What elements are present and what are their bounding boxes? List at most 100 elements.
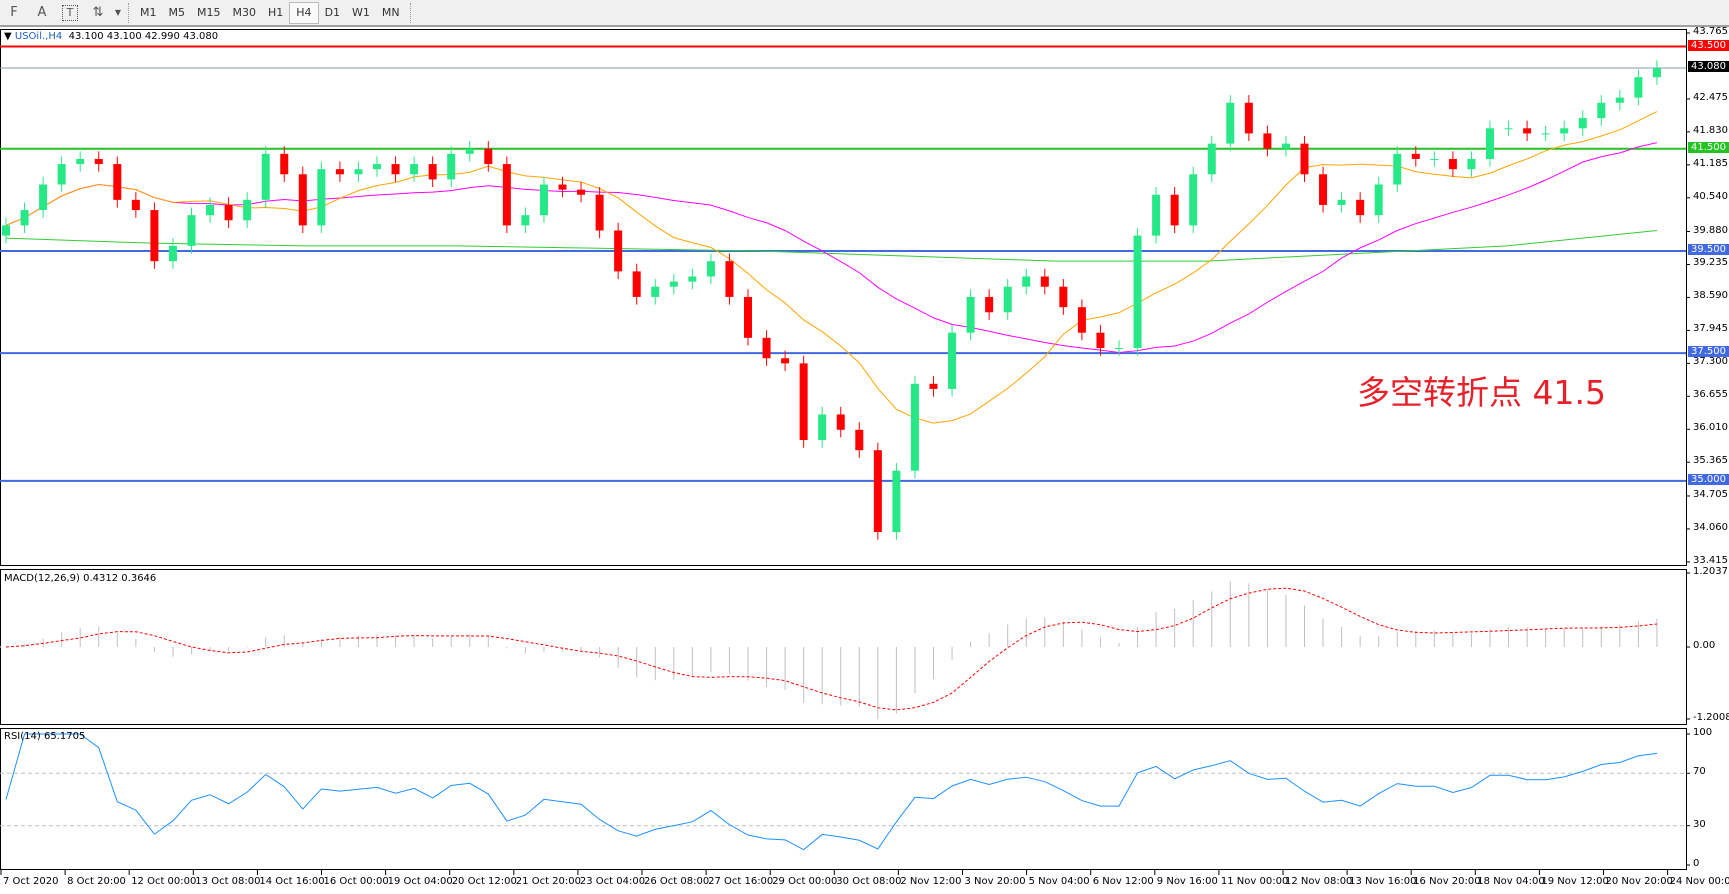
- price-tick-label: 33.415: [1693, 554, 1728, 566]
- timeframe-m5[interactable]: M5: [168, 6, 186, 19]
- rsi-pane: [0, 728, 1687, 870]
- rsi-scale-label: 100: [1693, 727, 1713, 738]
- bull-candle: [206, 204, 215, 216]
- rsi-line: [5, 733, 1658, 851]
- bear-candle: [1077, 307, 1086, 333]
- bear-candle: [799, 363, 808, 441]
- bull-candle: [521, 215, 530, 226]
- chevron-down-icon[interactable]: ▼: [114, 8, 122, 17]
- bull-candle: [1133, 235, 1142, 349]
- separator: [128, 2, 130, 23]
- bear-candle: [1448, 158, 1457, 170]
- timeframe-w1[interactable]: W1: [352, 6, 370, 19]
- bear-candle: [428, 164, 437, 180]
- bear-candle: [1263, 133, 1272, 149]
- time-label: 21 Oct 20:00: [515, 876, 581, 887]
- bear-candle: [1356, 199, 1365, 216]
- grid-f-icon[interactable]: F: [10, 5, 18, 20]
- bull-candle: [1022, 276, 1031, 287]
- bull-candle: [818, 414, 827, 441]
- bull-candle: [39, 184, 48, 211]
- price-tick-label: 43.765: [1693, 26, 1728, 37]
- price-tick-label: 39.235: [1693, 257, 1728, 269]
- bear-candle: [131, 199, 140, 211]
- bear-candle: [762, 337, 771, 359]
- collapse-triangle-icon[interactable]: ▼: [4, 31, 15, 42]
- bull-candle: [2, 225, 10, 236]
- timeframe-m30[interactable]: M30: [232, 6, 257, 19]
- ma-long-line: [5, 230, 1658, 262]
- text-label-icon[interactable]: T: [62, 4, 78, 21]
- time-label: 5 Nov 04:00: [1028, 876, 1090, 887]
- bull-candle: [1504, 128, 1513, 130]
- time-label: 8 Oct 20:00: [67, 876, 126, 887]
- bull-candle: [651, 286, 660, 297]
- level-label: 39.500: [1688, 243, 1729, 255]
- ma-fast-line: [5, 111, 1658, 424]
- bull-candle: [261, 153, 270, 200]
- ohlc-values: 43.100 43.100 42.990 43.080: [68, 31, 219, 42]
- bull-candle: [892, 470, 901, 532]
- time-label: 11 Nov 00:00: [1220, 876, 1289, 887]
- bull-candle: [317, 169, 326, 226]
- rsi-label: RSI(14) 65.1705: [4, 731, 86, 742]
- price-tick-label: 36.010: [1693, 422, 1728, 434]
- bear-candle: [1319, 174, 1328, 205]
- timeframe-m1[interactable]: M1: [140, 6, 157, 19]
- timeframe-mn[interactable]: MN: [381, 6, 400, 19]
- bear-candle: [744, 296, 752, 338]
- time-label: 27 Oct 16:00: [708, 876, 774, 887]
- bull-candle: [1597, 102, 1606, 119]
- bull-candle: [1115, 348, 1123, 350]
- chart-area[interactable]: [0, 29, 1729, 894]
- price-tick-label: 42.475: [1693, 91, 1728, 103]
- bear-candle: [391, 164, 400, 175]
- bear-candle: [94, 158, 103, 165]
- bear-candle: [335, 169, 344, 175]
- symbol-label: ▼ USOil.,H4 43.100 43.100 42.990 43.080: [4, 31, 218, 42]
- bull-candle: [76, 158, 85, 165]
- timeframe-d1[interactable]: D1: [324, 6, 341, 19]
- bull-candle: [410, 164, 419, 175]
- bull-candle: [1226, 102, 1235, 144]
- bull-candle: [706, 261, 715, 277]
- bull-candle: [1541, 133, 1550, 135]
- bull-candle: [1430, 158, 1439, 160]
- time-label: 26 Oct 08:00: [644, 876, 710, 887]
- time-label: 13 Oct 08:00: [195, 876, 261, 887]
- bear-candle: [280, 153, 289, 175]
- time-label: 20 Nov 20:00: [1605, 876, 1673, 887]
- text-tool-icon[interactable]: A: [37, 5, 47, 20]
- price-tick-label: 34.705: [1693, 488, 1728, 500]
- bear-candle: [484, 148, 493, 165]
- bear-candle: [985, 296, 994, 313]
- bull-candle: [354, 169, 363, 175]
- time-label: 7 Oct 2020: [3, 876, 59, 887]
- symbol: USOil.,H4: [14, 31, 63, 42]
- bull-candle: [1374, 184, 1383, 216]
- bear-candle: [781, 358, 790, 364]
- price-tick-label: 37.300: [1693, 356, 1728, 368]
- bear-candle: [298, 174, 307, 226]
- macd-signal-line: [5, 587, 1658, 711]
- arrows-tool-icon[interactable]: ⇅: [92, 5, 104, 20]
- bear-candle: [1059, 286, 1068, 308]
- bear-candle: [929, 383, 938, 389]
- bull-candle: [1634, 77, 1643, 98]
- timeframe-h1[interactable]: H1: [268, 6, 284, 19]
- macd-scale-label: -1.2008: [1693, 712, 1729, 723]
- bear-candle: [1300, 143, 1309, 175]
- bull-candle: [187, 215, 196, 246]
- bear-candle: [595, 194, 604, 231]
- price-tick-label: 34.060: [1693, 521, 1728, 533]
- timeframe-h4[interactable]: H4: [289, 1, 319, 24]
- bull-candle: [373, 164, 381, 170]
- timeframe-m15[interactable]: M15: [197, 6, 221, 19]
- macd-scale-label: 0.00: [1693, 640, 1716, 651]
- bull-candle: [1393, 153, 1402, 185]
- bull-candle: [1337, 199, 1346, 205]
- bull-candle: [1578, 118, 1587, 129]
- rsi-scale-label: 0: [1693, 858, 1700, 869]
- bull-candle: [1467, 158, 1476, 170]
- bull-candle: [57, 164, 66, 185]
